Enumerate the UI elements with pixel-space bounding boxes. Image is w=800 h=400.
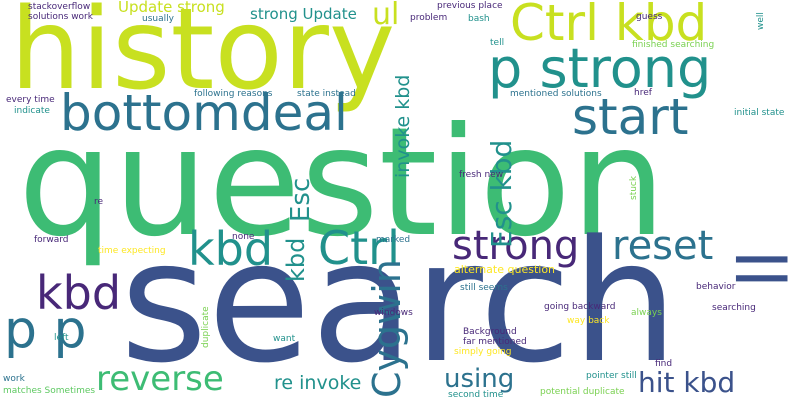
word: strong Update xyxy=(250,5,357,23)
word: Esc kbd xyxy=(485,139,518,248)
word: guess xyxy=(636,12,663,22)
word: behavior xyxy=(696,282,736,292)
word: kbd xyxy=(188,222,274,276)
word: kbd xyxy=(36,266,122,320)
word: re xyxy=(94,197,104,207)
word: every time xyxy=(6,95,55,105)
word: bottomdeal xyxy=(60,84,348,142)
word: tell xyxy=(490,38,505,48)
word: none xyxy=(232,232,255,242)
word: mentioned solutions xyxy=(510,89,602,99)
word: state instead xyxy=(297,89,356,99)
word: stuck xyxy=(629,175,639,200)
word: invoke kbd xyxy=(392,74,414,178)
word: finished searching xyxy=(632,40,715,50)
word: problem xyxy=(410,13,448,23)
word: find xyxy=(655,359,673,369)
word: p strong xyxy=(488,37,712,100)
word: Cygwin xyxy=(365,259,409,398)
word: way back xyxy=(567,316,610,326)
word: Ctrl xyxy=(318,221,400,275)
word: left xyxy=(54,333,69,343)
word: reset xyxy=(612,223,714,269)
word: searching xyxy=(712,303,756,313)
word: still seems xyxy=(460,283,508,293)
word: p p xyxy=(4,300,87,360)
word: question xyxy=(18,96,667,270)
word: well xyxy=(756,12,766,30)
word: bash xyxy=(468,14,490,24)
word: kbd xyxy=(282,237,310,282)
word: work xyxy=(3,374,25,384)
word: simply going xyxy=(454,347,512,357)
word: solutions work xyxy=(28,12,93,22)
word: alternate question xyxy=(454,263,556,276)
word: initial state xyxy=(734,108,785,118)
word: href xyxy=(634,88,652,98)
word: second time xyxy=(448,390,504,400)
word: Ctrl kbd xyxy=(510,0,708,52)
word: indicate xyxy=(14,106,50,116)
word: usually xyxy=(142,14,174,24)
word: stackoverflow xyxy=(28,2,91,12)
word: Esc xyxy=(286,177,316,222)
word: pointer still xyxy=(586,371,637,381)
word: hit kbd xyxy=(638,366,736,399)
word: want xyxy=(273,334,296,344)
word: potential duplicate xyxy=(540,387,625,397)
word: always xyxy=(631,308,662,318)
word: Background xyxy=(463,327,517,337)
word: matches Sometimes xyxy=(3,386,96,396)
word: windows xyxy=(374,308,413,318)
word: reverse xyxy=(96,359,224,399)
word: forward xyxy=(34,235,69,245)
word: strong xyxy=(452,223,580,269)
word: re invoke xyxy=(274,372,362,394)
word: fresh new xyxy=(459,170,504,180)
word: previous place xyxy=(437,1,503,11)
word: ul xyxy=(372,0,400,32)
word: start xyxy=(572,88,689,146)
word: search xyxy=(120,204,679,400)
word: time expecting xyxy=(98,246,166,256)
word: using xyxy=(444,364,515,394)
word: following reasons xyxy=(194,89,273,99)
word: history xyxy=(10,0,396,115)
word: far mentioned xyxy=(463,337,527,347)
word: marked xyxy=(376,235,411,245)
word: duplicate xyxy=(201,306,211,348)
word: going backward xyxy=(544,302,616,312)
word: Update strong xyxy=(118,0,225,16)
